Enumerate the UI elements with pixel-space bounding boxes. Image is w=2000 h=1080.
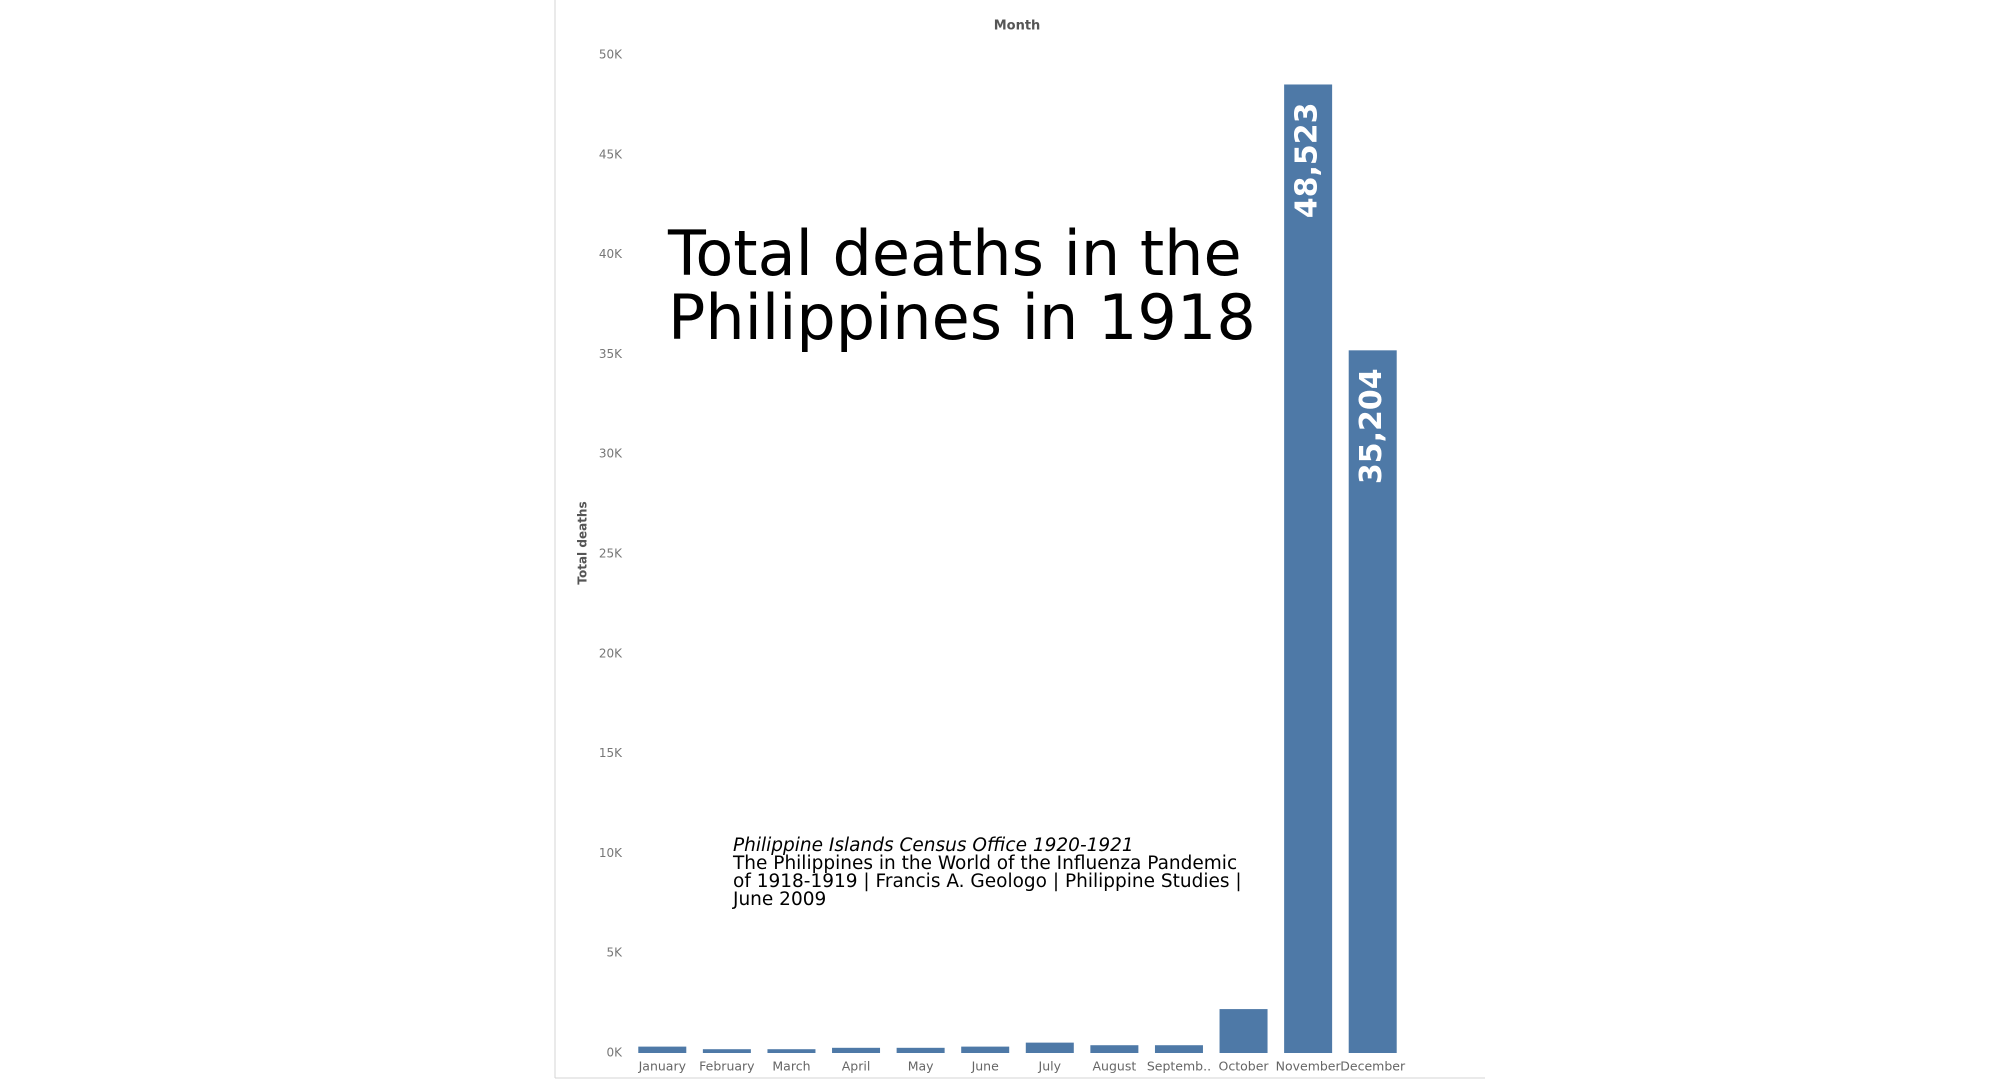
source-citation: Philippine Islands Census Office 1920-19… xyxy=(733,835,1134,856)
y-tick-label: 40K xyxy=(599,247,623,261)
chart-title: Total deaths in the Philippines in 1918 xyxy=(668,217,1256,354)
x-tick-label: November xyxy=(1276,1059,1342,1074)
x-tick-label: July xyxy=(1038,1059,1062,1074)
value-label: 35,204 xyxy=(1354,368,1389,484)
x-tick-label: August xyxy=(1093,1059,1137,1074)
y-tick-label: 45K xyxy=(599,147,623,161)
y-tick-label: 15K xyxy=(599,746,623,760)
bar xyxy=(1154,1045,1203,1053)
bar xyxy=(1284,84,1333,1054)
bar xyxy=(896,1047,945,1053)
bar xyxy=(961,1046,1010,1053)
x-tick-label: June xyxy=(971,1059,1000,1074)
x-tick-label: March xyxy=(772,1059,810,1074)
x-tick-label: October xyxy=(1219,1059,1270,1074)
y-tick-label: 5K xyxy=(606,946,623,960)
source-text: The Philippines in the World of the Infl… xyxy=(733,853,1242,910)
x-tick-label: May xyxy=(908,1059,934,1074)
y-tick-label: 25K xyxy=(599,547,623,561)
bar xyxy=(832,1047,881,1053)
y-tick-label: 20K xyxy=(599,646,623,660)
source-note: Philippine Islands Census Office 1920-19… xyxy=(733,835,1253,910)
bar xyxy=(1348,350,1397,1054)
x-tick-label: Septemb.. xyxy=(1147,1059,1211,1074)
y-tick-label: 0K xyxy=(606,1046,623,1060)
y-tick-label: 30K xyxy=(599,447,623,461)
value-label: 48,523 xyxy=(1290,102,1325,218)
bar xyxy=(1025,1042,1074,1053)
x-tick-label: February xyxy=(699,1059,755,1074)
x-tick-label: December xyxy=(1340,1059,1406,1074)
bar xyxy=(638,1046,687,1053)
y-tick-label: 10K xyxy=(599,846,623,860)
x-tick-label: January xyxy=(638,1059,687,1074)
y-tick-label: 50K xyxy=(599,48,623,62)
x-tick-label: April xyxy=(842,1059,871,1074)
bar xyxy=(702,1049,751,1053)
y-axis-label: Total deaths xyxy=(576,501,590,584)
y-tick-label: 35K xyxy=(599,347,623,361)
bar xyxy=(1090,1045,1139,1053)
bar xyxy=(1219,1009,1268,1053)
bar xyxy=(767,1049,816,1053)
x-axis-label: Month xyxy=(994,19,1041,34)
